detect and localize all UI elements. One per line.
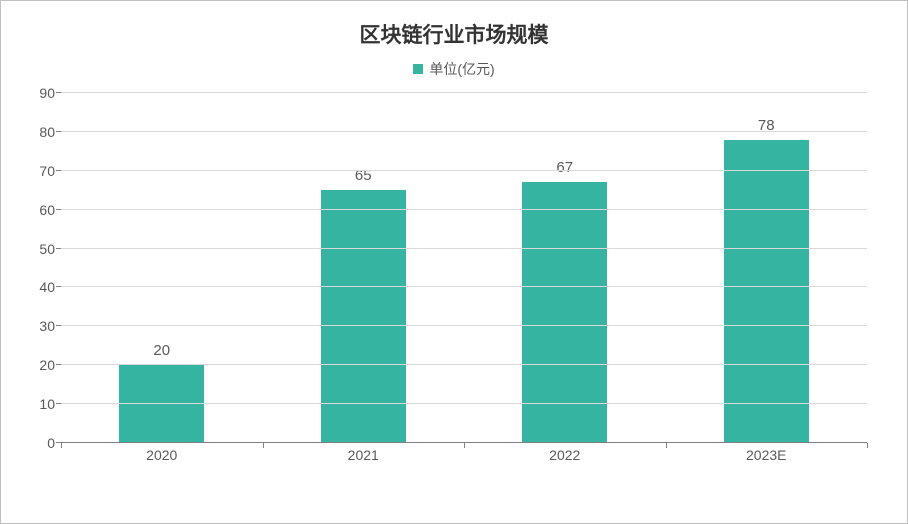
legend-item: 单位(亿元): [413, 59, 494, 79]
bar-value-label: 67: [522, 159, 607, 182]
grid-line: [61, 286, 867, 287]
y-tick-label: 20: [25, 357, 55, 373]
x-tick-label: 2023E: [666, 447, 868, 463]
y-tick-mark: [56, 325, 61, 326]
y-tick-label: 60: [25, 202, 55, 218]
y-tick-label: 80: [25, 124, 55, 140]
grid-area: 20656778 0102030405060708090202020212022…: [61, 93, 867, 443]
y-tick-label: 10: [25, 396, 55, 412]
grid-line: [61, 209, 867, 210]
grid-line: [61, 131, 867, 132]
grid-line: [61, 403, 867, 404]
chart-legend: 单位(亿元): [21, 59, 887, 79]
grid-line: [61, 92, 867, 93]
grid-line: [61, 248, 867, 249]
legend-label: 单位(亿元): [429, 59, 494, 79]
bar: 65: [321, 190, 406, 443]
y-tick-label: 70: [25, 163, 55, 179]
grid-line: [61, 170, 867, 171]
bar: 78: [724, 140, 809, 443]
bar-slot: 20: [61, 93, 263, 443]
y-tick-mark: [56, 248, 61, 249]
y-tick-mark: [56, 92, 61, 93]
bar-value-label: 78: [724, 117, 809, 140]
plot-area: 20656778 0102030405060708090202020212022…: [61, 93, 867, 473]
y-tick-mark: [56, 403, 61, 404]
bars-layer: 20 65 67 78: [61, 93, 867, 443]
y-tick-label: 0: [25, 435, 55, 451]
x-tick-label: 2020: [61, 447, 263, 463]
chart-title: 区块链行业市场规模: [21, 19, 887, 49]
y-tick-mark: [56, 131, 61, 132]
x-tick-label: 2022: [464, 447, 666, 463]
bar-value-label: 20: [119, 342, 204, 365]
x-tick-label: 2021: [263, 447, 465, 463]
y-tick-label: 50: [25, 241, 55, 257]
bar-slot: 65: [263, 93, 465, 443]
y-tick-label: 30: [25, 318, 55, 334]
bar-slot: 78: [666, 93, 868, 443]
y-tick-label: 90: [25, 85, 55, 101]
chart-container: 区块链行业市场规模 单位(亿元) 20 65 67 78 0 10 20 30 40 50 60 7…: [0, 0, 908, 524]
y-tick-label: 40: [25, 279, 55, 295]
y-tick-mark: [56, 209, 61, 210]
bar-slot: 67: [464, 93, 666, 443]
legend-swatch: [413, 64, 423, 74]
grid-line: [61, 364, 867, 365]
y-tick-mark: [56, 170, 61, 171]
x-tick-mark: [867, 443, 868, 448]
grid-line: [61, 325, 867, 326]
y-tick-mark: [56, 286, 61, 287]
y-tick-mark: [56, 364, 61, 365]
